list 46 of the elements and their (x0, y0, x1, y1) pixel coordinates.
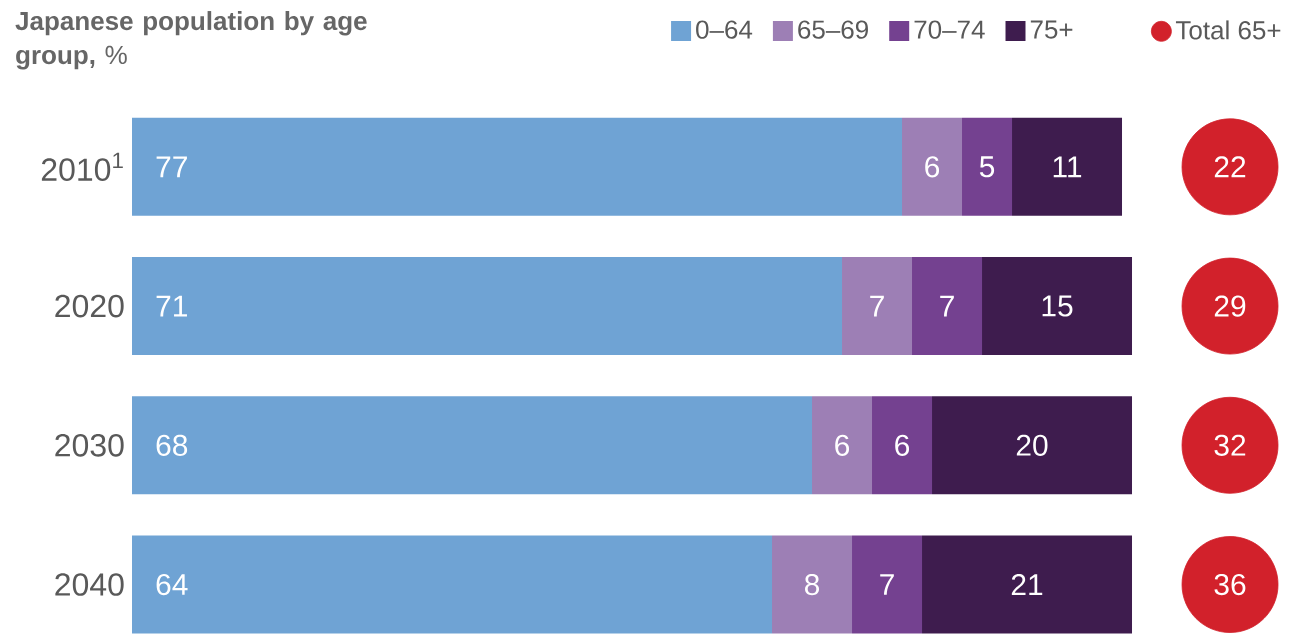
data-label: 77 (156, 156, 187, 178)
data-label: 6 (925, 156, 940, 178)
data-label: 32 (1214, 434, 1246, 456)
bar (982, 257, 1133, 356)
bar (962, 117, 1013, 216)
data-label: 6 (835, 434, 850, 456)
bar (842, 257, 913, 356)
data-label: 68 (156, 434, 188, 456)
data-label: 36 (1214, 573, 1246, 596)
bar (772, 535, 853, 634)
data-label: 7 (940, 295, 954, 317)
data-label: 21 (1011, 574, 1043, 595)
legend-label: 70–74 (914, 20, 985, 39)
bar (872, 396, 933, 495)
legend-label: Total 65+ (1175, 20, 1281, 40)
bar (132, 535, 773, 634)
bar (1012, 117, 1123, 216)
data-label: 71 (156, 295, 187, 317)
bar (812, 396, 873, 495)
y-tick-label: 2010$^{1}$ (41, 152, 123, 181)
data-label: 11 (1053, 156, 1082, 178)
bar (132, 257, 843, 356)
bar (132, 117, 903, 216)
data-label: 15 (1042, 295, 1073, 317)
data-label: 8 (804, 573, 820, 596)
legend-label: 65–69 (798, 20, 868, 39)
chart-title: Japanese population by age group, % (15, 11, 367, 70)
bar (912, 257, 983, 356)
data-label: 29 (1214, 295, 1246, 317)
data-label: 22 (1214, 156, 1246, 178)
data-label: 6 (895, 434, 910, 456)
legend-label: 75+ (1030, 20, 1073, 39)
bar (902, 117, 963, 216)
bar (922, 535, 1133, 634)
y-tick-label: 2020 (55, 294, 124, 318)
data-label: 7 (870, 295, 884, 317)
data-label: 20 (1016, 434, 1048, 456)
bar (852, 535, 923, 634)
y-tick-label: 2040 (55, 573, 124, 596)
bar (932, 396, 1133, 495)
legend-label: 0–64 (696, 20, 753, 39)
data-label: 7 (880, 574, 894, 595)
data-label: 5 (979, 156, 995, 178)
bar (132, 396, 813, 495)
y-tick-label: 2030 (55, 433, 124, 457)
data-label: 64 (156, 573, 188, 596)
